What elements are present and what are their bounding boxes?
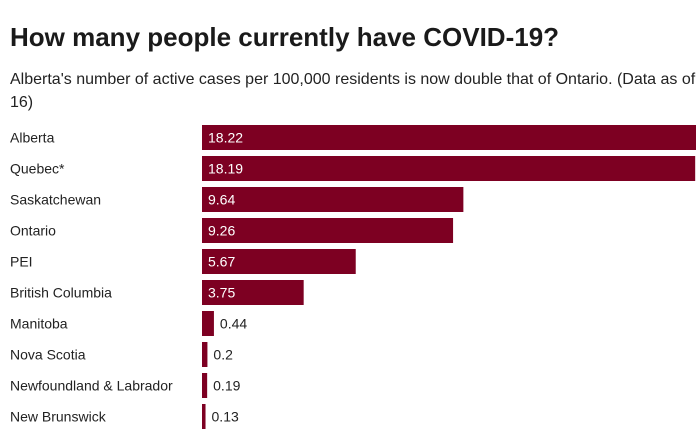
bar — [202, 280, 304, 305]
value-label: 9.26 — [208, 223, 235, 239]
category-label: Manitoba — [10, 316, 68, 332]
bar — [202, 249, 356, 274]
bar — [202, 125, 696, 150]
chart-subtitle: Alberta's number of active cases per 100… — [10, 71, 696, 111]
bar — [202, 156, 696, 181]
value-label: 18.22 — [208, 130, 243, 146]
category-label: Quebec* — [10, 161, 65, 177]
bar — [202, 373, 208, 398]
category-label: Newfoundland & Labrador — [10, 378, 173, 394]
value-label: 0.2 — [213, 347, 233, 363]
chart-title: How many people currently have COVID-19? — [10, 22, 560, 52]
value-label: 3.75 — [208, 285, 235, 301]
value-label: 0.44 — [220, 316, 247, 332]
value-label: 9.64 — [208, 192, 235, 208]
bar — [202, 404, 206, 429]
category-label: Alberta — [10, 130, 55, 146]
value-label: 5.67 — [208, 254, 235, 270]
bar — [202, 311, 214, 336]
bar — [202, 342, 208, 367]
category-label: Ontario — [10, 223, 56, 239]
category-label: PEI — [10, 254, 33, 270]
value-label: 0.13 — [212, 409, 239, 425]
category-label: New Brunswick — [10, 409, 107, 425]
value-label: 18.19 — [208, 161, 243, 177]
value-label: 0.19 — [213, 378, 240, 394]
category-label: British Columbia — [10, 285, 112, 301]
category-label: Saskatchewan — [10, 192, 101, 208]
bar — [202, 187, 464, 212]
bar — [202, 218, 454, 243]
category-label: Nova Scotia — [10, 347, 86, 363]
